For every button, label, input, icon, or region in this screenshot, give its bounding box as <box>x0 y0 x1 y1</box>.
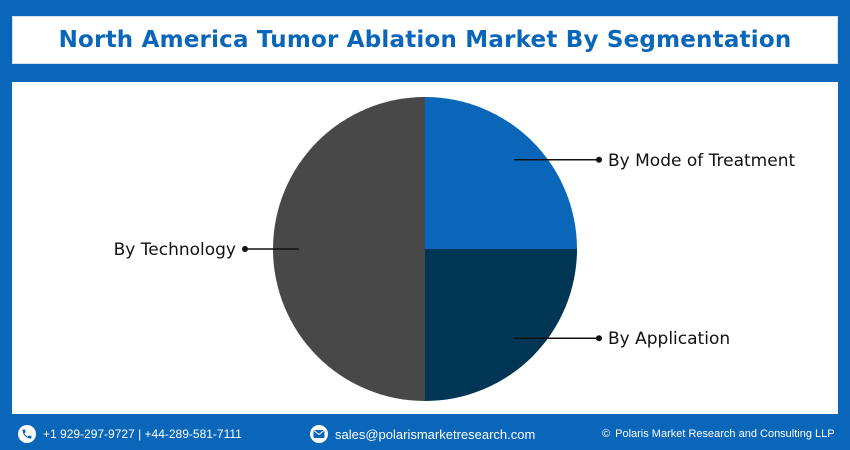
footer-phone: +1 929-297-9727 | +44-289-581-7111 <box>18 418 242 450</box>
footer-email: sales@polarismarketresearch.com <box>310 418 535 450</box>
pie-slices <box>273 97 577 401</box>
pie-callouts: By Mode of Treatment By Application By Tec… <box>114 151 796 349</box>
slice-label: By Mode of Treatment <box>608 151 795 171</box>
pie-slice-by-mode-of-treatment <box>425 97 577 249</box>
chart-panel: By Mode of Treatment By Application By Tec… <box>12 82 838 414</box>
page-title: North America Tumor Ablation Market By S… <box>58 27 792 53</box>
pie-slice-by-technology <box>273 97 425 401</box>
email-link[interactable]: sales@polarismarketresearch.com <box>335 426 536 442</box>
callout-dot <box>596 335 602 342</box>
copyright-symbol: © <box>602 428 611 440</box>
envelope-icon <box>310 425 328 443</box>
pie-chart: By Mode of Treatment By Application By Tec… <box>114 97 796 401</box>
phone-icon <box>18 425 36 443</box>
copyright-text: Polaris Market Research and Consulting L… <box>615 428 835 440</box>
callout-dot <box>596 156 602 163</box>
footer-bar: +1 929-297-9727 | +44-289-581-7111 sales… <box>0 418 850 450</box>
title-banner: North America Tumor Ablation Market By S… <box>12 16 838 64</box>
pie-slice-by-application <box>425 249 577 401</box>
slice-label: By Technology <box>114 240 236 260</box>
callout-dot <box>242 246 248 252</box>
slice-label: By Application <box>608 329 730 349</box>
footer-copyright: © Polaris Market Research and Consulting… <box>602 418 835 450</box>
phone-numbers[interactable]: +1 929-297-9727 | +44-289-581-7111 <box>43 427 242 441</box>
